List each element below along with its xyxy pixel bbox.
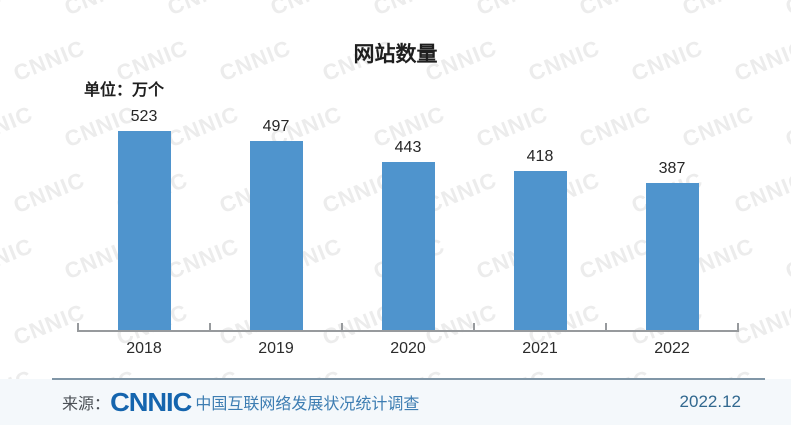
bar-value-label: 443 (394, 138, 422, 156)
axis-tick (605, 323, 607, 332)
cnnic-watermark: CNNIC (473, 0, 552, 21)
x-tick-label: 2020 (390, 340, 426, 357)
cnnic-watermark: CNNIC (164, 0, 243, 21)
unit-label: 单位：万个 (84, 82, 165, 99)
x-tick-label: 2019 (258, 340, 294, 357)
axis-tick (341, 323, 343, 332)
bar-value-label: 497 (262, 118, 290, 136)
bar-value-label: 418 (526, 148, 554, 166)
cnnic-watermark: CNNIC (576, 0, 655, 21)
footer-divider (52, 378, 765, 380)
axis-tick (77, 323, 79, 332)
bar-slot: 387 (606, 102, 738, 331)
x-axis-labels: 2018 2019 2020 2021 2022 (78, 340, 738, 360)
cnnic-watermark: CNNIC (0, 100, 37, 153)
x-tick-label: 2018 (126, 340, 162, 357)
chart-title: 网站数量 (353, 43, 438, 66)
x-axis (77, 322, 739, 332)
cnnic-logo: CNNIC (110, 386, 192, 417)
cnnic-watermark: CNNIC (370, 0, 449, 21)
cnnic-watermark: CNNIC (782, 0, 791, 21)
bar: 418 (513, 148, 567, 331)
cnnic-watermark: CNNIC (267, 0, 346, 21)
bar-value-label: 523 (130, 108, 158, 126)
axis-tick (737, 323, 739, 332)
footer-content: 来源： CNNIC 中国互联网络发展状况统计调查 2022.12 (0, 379, 791, 425)
cnnic-watermark: CNNIC (9, 166, 89, 219)
bar-slot: 497 (210, 102, 342, 331)
source-text: 中国互联网络发展状况统计调查 (195, 396, 420, 413)
cnnic-watermark: CNNIC (781, 100, 791, 153)
cnnic-watermark: CNNIC (61, 0, 140, 21)
cnnic-watermark: CNNIC (0, 232, 37, 285)
bar-slot: 523 (78, 102, 210, 331)
axis-tick (473, 323, 475, 332)
bar: 387 (645, 160, 699, 331)
source-footer: 来源： CNNIC 中国互联网络发展状况统计调查 2022.12 (0, 378, 791, 425)
cnnic-watermark: CNNIC (679, 0, 758, 21)
bar: 497 (249, 118, 303, 331)
cnnic-watermark: CNNIC (730, 298, 791, 351)
cnnic-watermark: CNNIC (0, 0, 37, 21)
axis-tick (209, 323, 211, 332)
plot-area: 523 497 443 418 387 (78, 102, 738, 331)
cnnic-watermark: CNNIC (730, 166, 791, 219)
footer-date: 2022.12 (679, 392, 741, 411)
cnnic-watermark: CNNIC (781, 232, 791, 285)
x-tick-label: 2022 (654, 340, 690, 357)
x-tick-label: 2021 (522, 340, 558, 357)
bar-slot: 443 (342, 102, 474, 331)
source-prefix-label: 来源： (62, 396, 111, 413)
bar-slot: 418 (474, 102, 606, 331)
bar: 443 (381, 139, 435, 331)
bar-value-label: 387 (658, 160, 686, 178)
bar: 523 (117, 108, 171, 331)
